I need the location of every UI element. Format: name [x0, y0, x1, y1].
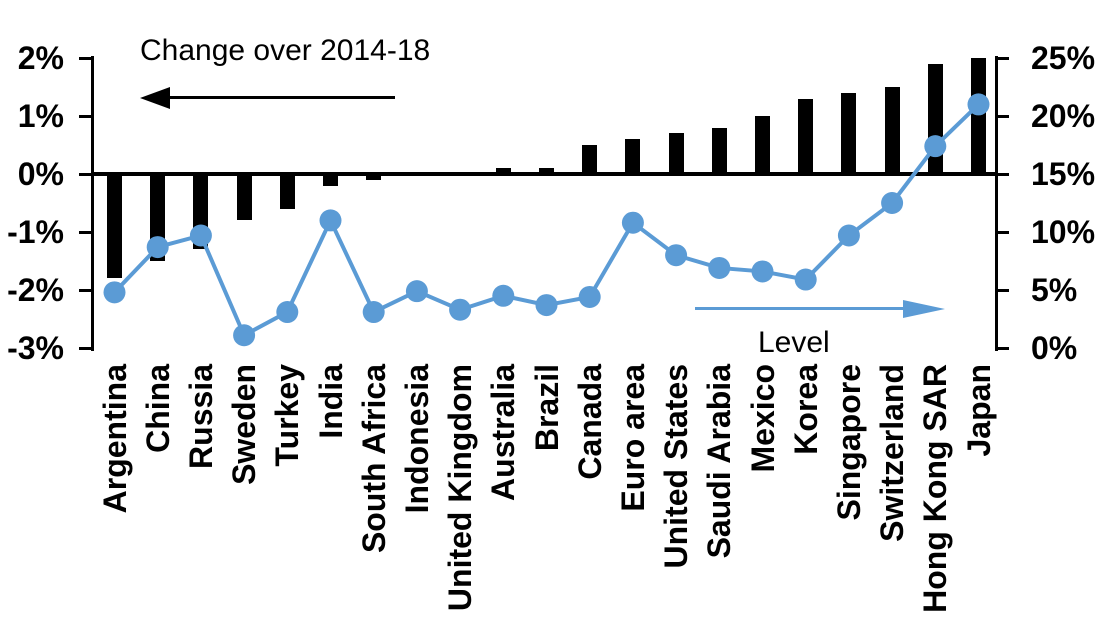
level-marker: [794, 268, 817, 291]
x-axis-label: Korea: [787, 364, 824, 455]
right-axis-tick-label: 10%: [1031, 214, 1096, 250]
level-marker: [233, 324, 256, 347]
level-marker: [362, 301, 385, 324]
level-marker: [405, 280, 428, 303]
level-marker: [924, 135, 947, 158]
right-axis-tick: [996, 231, 1009, 234]
right-axis-tick: [996, 115, 1009, 118]
left-axis-tick-label: -3%: [7, 330, 64, 366]
zero-baseline: [93, 172, 997, 176]
change-bar: [582, 145, 598, 174]
change-arrow-line: [168, 96, 395, 99]
level-marker: [621, 211, 644, 234]
left-axis-tick: [79, 231, 92, 234]
change-bar: [107, 174, 122, 279]
left-axis-tick-label: 1%: [17, 98, 64, 134]
change-bar: [495, 168, 511, 174]
x-axis-label: Mexico: [744, 364, 781, 473]
change-series-title: Change over 2014-18: [140, 34, 431, 67]
x-axis-label: Turkey: [269, 364, 306, 467]
x-axis-label: United Kingdom: [442, 364, 479, 612]
level-marker: [708, 256, 731, 279]
x-axis-label: United States: [658, 364, 695, 569]
right-axis-tick-label: 5%: [1031, 272, 1078, 308]
level-arrow-line: [695, 307, 905, 310]
x-axis-label: Switzerland: [874, 364, 911, 542]
left-axis-tick-label: 0%: [17, 156, 64, 192]
level-marker: [881, 192, 904, 214]
level-marker: [449, 298, 472, 321]
x-axis-label: Russia: [182, 364, 219, 469]
left-axis-tick: [79, 347, 92, 350]
change-bar: [755, 116, 770, 174]
level-marker: [967, 93, 990, 116]
left-axis-tick-label: -1%: [7, 214, 64, 250]
x-axis-label: India: [312, 364, 349, 439]
change-bar: [625, 139, 641, 174]
change-bar: [323, 174, 338, 186]
x-axis-label: Argentina: [96, 364, 133, 514]
change-bar: [841, 92, 857, 174]
change-bar: [711, 127, 727, 174]
x-axis-label: Saudi Arabia: [701, 364, 738, 559]
change-bar: [279, 174, 295, 209]
left-axis-tick: [79, 289, 92, 292]
x-axis-label: Euro area: [614, 364, 651, 512]
x-axis-label: Sweden: [226, 364, 263, 485]
change-bar: [539, 168, 554, 174]
right-axis-spine: [995, 56, 998, 351]
left-axis-tick: [79, 115, 92, 118]
level-marker: [146, 236, 169, 259]
change-bar: [884, 87, 900, 174]
left-arrow-icon: [140, 87, 170, 109]
right-axis-tick: [996, 289, 1009, 292]
level-marker: [837, 224, 860, 247]
level-marker: [276, 301, 299, 324]
x-axis-label: Australia: [485, 364, 522, 501]
change-bar: [366, 174, 382, 180]
x-axis-label: Canada: [571, 364, 608, 480]
change-bar: [236, 174, 252, 221]
change-bar: [971, 58, 986, 174]
level-marker: [189, 224, 212, 247]
right-axis-tick: [996, 173, 1009, 176]
level-marker: [319, 209, 342, 232]
x-axis-label: Hong Kong SAR: [917, 364, 954, 613]
right-axis-tick-label: 0%: [1031, 330, 1078, 366]
left-axis-tick: [79, 57, 92, 60]
right-axis-tick: [996, 347, 1009, 350]
change-bar: [798, 98, 814, 174]
level-marker: [578, 285, 601, 308]
left-axis-spine: [91, 56, 94, 351]
level-marker: [751, 260, 774, 283]
left-axis-tick-label: -2%: [7, 272, 64, 308]
x-axis-label: Brazil: [528, 364, 565, 452]
x-axis-label: South Africa: [355, 364, 392, 554]
x-axis-label: China: [139, 364, 176, 453]
left-axis-tick: [79, 173, 92, 176]
level-marker: [492, 284, 515, 307]
x-axis-label: Singapore: [830, 364, 867, 521]
level-series-title: Level: [758, 326, 830, 359]
right-axis-tick-label: 20%: [1031, 98, 1096, 134]
x-axis-label: Japan: [960, 364, 997, 457]
level-marker: [535, 294, 558, 317]
right-axis-tick: [996, 57, 1009, 60]
right-axis-tick-label: 25%: [1031, 40, 1096, 76]
left-axis-tick-label: 2%: [17, 40, 64, 76]
right-arrow-icon: [903, 300, 945, 318]
level-marker: [665, 244, 688, 267]
right-axis-tick-label: 15%: [1031, 156, 1096, 192]
x-axis-label: Indonesia: [398, 364, 435, 514]
change-bar: [668, 133, 684, 174]
level-marker: [103, 281, 126, 304]
